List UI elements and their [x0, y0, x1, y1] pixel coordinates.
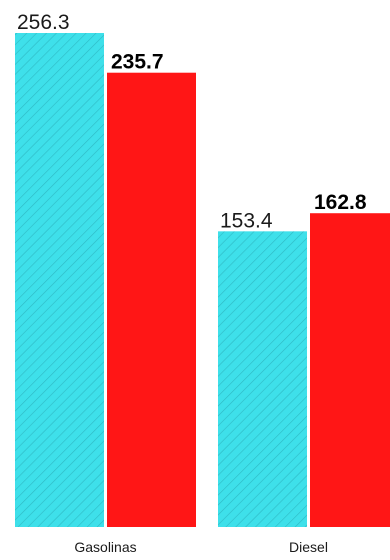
value-label-diesel-series-2: 162.8: [314, 191, 367, 214]
bar-diesel-series-1: [218, 231, 307, 527]
bars-layer: [15, 33, 390, 528]
value-label-gasolinas-series-1: 256.3: [17, 11, 70, 34]
value-labels-layer: 256.3 235.7 153.4 162.8: [17, 11, 367, 232]
bar-diesel-series-2: [310, 213, 390, 527]
value-label-gasolinas-series-2: 235.7: [111, 51, 164, 74]
category-label-gasolinas: Gasolinas: [74, 539, 136, 555]
bar-gasolinas-series-2: [107, 72, 196, 528]
value-label-diesel-series-1: 153.4: [220, 209, 273, 232]
category-label-diesel: Diesel: [289, 539, 328, 555]
bar-gasolinas-series-1: [15, 33, 104, 527]
category-labels-layer: Gasolinas Diesel: [74, 539, 328, 555]
